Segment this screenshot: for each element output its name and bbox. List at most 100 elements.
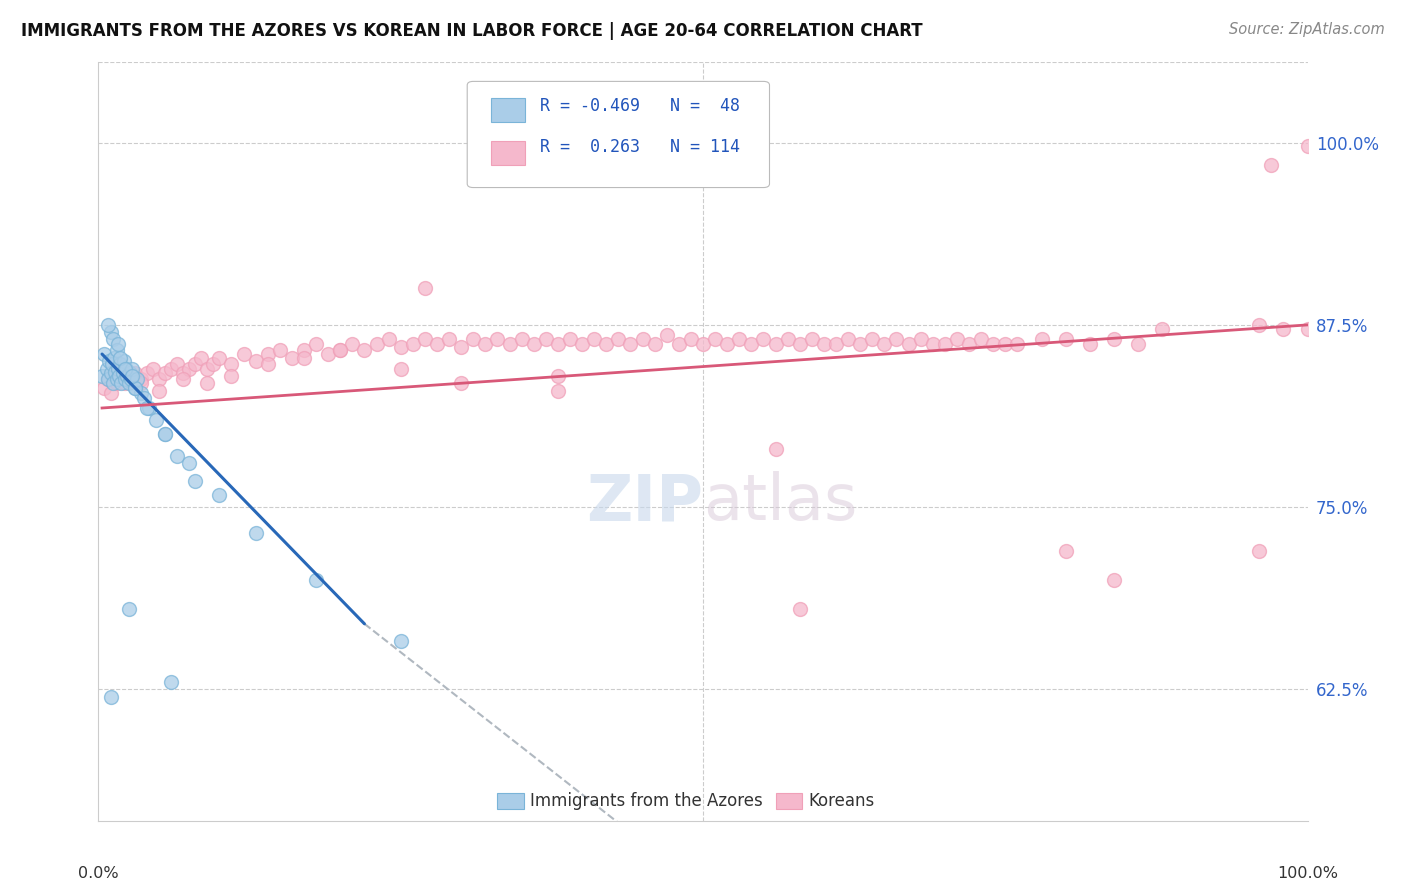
Point xyxy=(377,333,399,347)
Point xyxy=(860,333,883,347)
Point xyxy=(934,336,956,351)
Point xyxy=(752,333,775,347)
Point xyxy=(114,361,136,376)
Point xyxy=(740,336,762,351)
Text: 0.0%: 0.0% xyxy=(79,866,118,881)
Point xyxy=(129,386,152,401)
Point xyxy=(111,366,134,380)
Point xyxy=(91,368,114,383)
Point xyxy=(103,351,125,366)
Point xyxy=(389,634,412,648)
Text: R = -0.469   N =  48: R = -0.469 N = 48 xyxy=(540,97,740,115)
Point xyxy=(1102,333,1125,347)
Point xyxy=(105,376,128,391)
Point xyxy=(1272,322,1295,336)
Point xyxy=(135,401,157,415)
Point xyxy=(510,333,533,347)
Point xyxy=(463,333,485,347)
Point xyxy=(127,372,149,386)
Text: IMMIGRANTS FROM THE AZORES VS KOREAN IN LABOR FORCE | AGE 20-64 CORRELATION CHAR: IMMIGRANTS FROM THE AZORES VS KOREAN IN … xyxy=(21,22,922,40)
Point xyxy=(100,325,122,339)
Point xyxy=(389,340,412,354)
Point xyxy=(558,333,581,347)
Point xyxy=(121,372,143,386)
Point xyxy=(413,281,436,295)
Point xyxy=(644,336,666,351)
Point xyxy=(245,526,267,541)
Point xyxy=(120,372,142,386)
Point xyxy=(115,361,138,376)
Point xyxy=(245,354,267,368)
Point xyxy=(619,336,641,351)
Text: R =  0.263   N = 114: R = 0.263 N = 114 xyxy=(540,138,740,156)
Point xyxy=(105,372,128,386)
Point xyxy=(153,366,176,380)
Point xyxy=(105,343,128,357)
Text: Source: ZipAtlas.com: Source: ZipAtlas.com xyxy=(1229,22,1385,37)
Point xyxy=(595,336,617,351)
Point xyxy=(100,357,122,371)
Point xyxy=(100,690,122,704)
Point xyxy=(202,357,225,371)
Point xyxy=(849,336,872,351)
Point xyxy=(789,602,811,616)
Point xyxy=(450,376,472,391)
Point xyxy=(897,336,920,351)
Point xyxy=(118,368,141,383)
Point xyxy=(179,361,201,376)
Point xyxy=(172,366,194,380)
Point xyxy=(800,333,823,347)
Point xyxy=(112,354,135,368)
Point xyxy=(114,376,136,391)
Point xyxy=(129,372,152,386)
Point xyxy=(970,333,993,347)
Point xyxy=(93,347,115,361)
Point xyxy=(292,351,315,366)
Point xyxy=(305,336,328,351)
Point xyxy=(104,365,127,379)
Point xyxy=(316,347,339,361)
Point xyxy=(789,336,811,351)
Point xyxy=(107,361,129,376)
FancyBboxPatch shape xyxy=(498,793,524,809)
Point xyxy=(195,361,218,376)
Point xyxy=(873,336,896,351)
Point xyxy=(1152,322,1174,336)
FancyBboxPatch shape xyxy=(776,793,803,809)
Point xyxy=(679,333,702,347)
Point xyxy=(111,366,134,380)
Point xyxy=(957,336,980,351)
Point xyxy=(97,318,120,332)
Point xyxy=(105,368,128,383)
Point xyxy=(108,372,131,386)
Point xyxy=(765,336,787,351)
Point xyxy=(728,333,751,347)
Point xyxy=(124,381,146,395)
Point xyxy=(190,351,212,366)
Point xyxy=(1260,157,1282,171)
Point xyxy=(547,384,569,398)
Point xyxy=(281,351,304,366)
Point xyxy=(366,336,388,351)
Text: Immigrants from the Azores: Immigrants from the Azores xyxy=(530,792,763,810)
Point xyxy=(108,368,131,383)
Point xyxy=(1249,544,1271,558)
Point xyxy=(1078,336,1101,351)
Point xyxy=(97,372,120,386)
Point xyxy=(716,336,738,351)
Point xyxy=(142,361,165,376)
Point xyxy=(117,368,139,383)
Point xyxy=(329,343,352,357)
Point xyxy=(1054,333,1077,347)
Point xyxy=(97,372,120,386)
Point xyxy=(1296,322,1319,336)
Point xyxy=(256,347,278,361)
Point xyxy=(946,333,969,347)
Point xyxy=(100,386,122,401)
Point xyxy=(837,333,859,347)
Point xyxy=(305,573,328,587)
Point xyxy=(121,361,143,376)
Point xyxy=(474,336,496,351)
Point xyxy=(179,457,201,471)
Point xyxy=(208,351,231,366)
